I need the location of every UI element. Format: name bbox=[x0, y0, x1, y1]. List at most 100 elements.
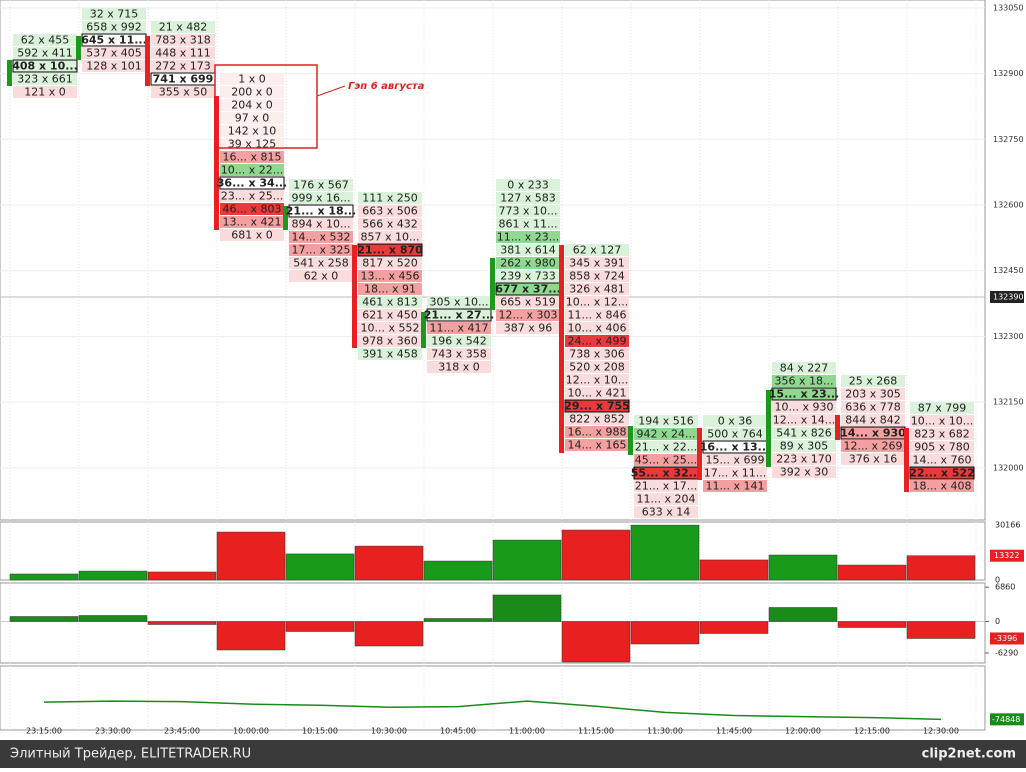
cell-text: 645 x 11... bbox=[81, 34, 147, 47]
cell bbox=[634, 493, 698, 505]
cell-text: 894 x 10... bbox=[292, 218, 351, 231]
cell bbox=[496, 296, 560, 308]
delta-tick-label: -6290 bbox=[995, 648, 1018, 657]
cell bbox=[634, 454, 698, 466]
cell-text: 537 x 405 bbox=[86, 47, 142, 60]
cell bbox=[289, 244, 353, 256]
cell bbox=[909, 466, 975, 480]
cell-text: 10... x 930 bbox=[775, 401, 834, 414]
cell bbox=[220, 86, 284, 98]
cell bbox=[358, 231, 422, 243]
volume-bar bbox=[906, 555, 976, 581]
cell-text: 55... x 32... bbox=[631, 467, 701, 480]
cell bbox=[496, 218, 560, 230]
cell-text: 11... x 204 bbox=[637, 493, 696, 506]
cell-text: 857 x 10... bbox=[361, 231, 420, 244]
volume-bar bbox=[561, 529, 631, 581]
cell-text: 12... x 10... bbox=[566, 374, 628, 387]
cell-text: 121 x 0 bbox=[24, 86, 66, 99]
delta-tick-label: 0 bbox=[995, 617, 1000, 626]
cell bbox=[703, 415, 767, 427]
cell bbox=[219, 176, 285, 190]
delta-tick-label: 6860 bbox=[995, 583, 1015, 592]
volume-bar bbox=[768, 554, 838, 581]
cell bbox=[496, 309, 560, 321]
cell bbox=[496, 231, 560, 243]
cell bbox=[634, 441, 698, 453]
cell bbox=[772, 453, 836, 465]
candle-body bbox=[628, 426, 633, 455]
cell bbox=[220, 125, 284, 137]
cell bbox=[772, 375, 836, 387]
cell-text: 16... x 815 bbox=[223, 151, 282, 164]
cell bbox=[82, 8, 146, 20]
x-tick-label: 23:45:00 bbox=[164, 727, 200, 736]
volume-bar bbox=[492, 539, 562, 581]
cell-text: 305 x 10... bbox=[430, 296, 489, 309]
cell-text: 10... x 22... bbox=[221, 164, 283, 177]
cell-text: 844 x 842 bbox=[845, 414, 901, 427]
cell bbox=[564, 399, 630, 413]
x-tick-label: 23:15:00 bbox=[26, 727, 62, 736]
cell-text: 239 x 733 bbox=[500, 270, 556, 283]
candle-body bbox=[559, 245, 564, 453]
cell bbox=[496, 270, 560, 282]
cell bbox=[358, 205, 422, 217]
volume-bar bbox=[147, 571, 217, 581]
cell-text: 17... x 325 bbox=[292, 244, 351, 257]
cell bbox=[703, 480, 767, 492]
cell-text: 204 x 0 bbox=[231, 99, 273, 112]
cell bbox=[634, 428, 698, 440]
cell bbox=[565, 296, 629, 308]
cell bbox=[151, 47, 215, 59]
cell bbox=[358, 335, 422, 347]
cell-text: 14... x 760 bbox=[913, 454, 972, 467]
x-tick-label: 12:00:00 bbox=[785, 727, 821, 736]
cell-text: 681 x 0 bbox=[231, 229, 273, 242]
last-price-box bbox=[990, 291, 1024, 304]
y-tick-label: 132450 bbox=[993, 266, 1024, 275]
cell-text: 905 x 780 bbox=[914, 441, 970, 454]
cell bbox=[703, 428, 767, 440]
cell bbox=[358, 257, 422, 269]
delta-bar bbox=[492, 594, 562, 622]
cell-text: 200 x 0 bbox=[231, 86, 273, 99]
delta-bar bbox=[354, 621, 424, 647]
cell bbox=[289, 179, 353, 191]
cell bbox=[496, 257, 560, 269]
cell-text: 45... x 25... bbox=[635, 454, 697, 467]
cell-text: 62 x 127 bbox=[573, 244, 622, 257]
delta-bar bbox=[906, 621, 976, 639]
cell bbox=[496, 244, 560, 256]
cell-text: 1 x 0 bbox=[238, 73, 266, 86]
cell bbox=[289, 192, 353, 204]
cell bbox=[772, 427, 836, 439]
cell bbox=[496, 179, 560, 191]
cell-text: 21... x 870 bbox=[357, 244, 423, 257]
cumulative-last-box bbox=[990, 713, 1024, 726]
cell bbox=[496, 205, 560, 217]
cell-text: 18... x 408 bbox=[913, 480, 972, 493]
candle-body bbox=[76, 36, 81, 60]
cell bbox=[12, 59, 78, 73]
cell-text: 32 x 715 bbox=[90, 8, 139, 21]
cell bbox=[358, 270, 422, 282]
x-tick-label: 10:00:00 bbox=[233, 727, 269, 736]
cumulative-line bbox=[43, 700, 942, 721]
cell-text: 633 x 14 bbox=[642, 506, 691, 519]
cell bbox=[358, 283, 422, 295]
cell bbox=[151, 86, 215, 98]
sub-panel bbox=[0, 665, 986, 731]
cell bbox=[565, 348, 629, 360]
cell-text: 29... x 755 bbox=[564, 400, 630, 413]
cell bbox=[289, 257, 353, 269]
cell-text: 62 x 0 bbox=[304, 270, 339, 283]
cell bbox=[220, 229, 284, 241]
cell-text: 823 x 682 bbox=[914, 428, 970, 441]
cell-text: 223 x 170 bbox=[776, 453, 832, 466]
y-tick-label: 132300 bbox=[993, 332, 1024, 341]
x-tick-label: 10:15:00 bbox=[302, 727, 338, 736]
delta-bar bbox=[147, 621, 217, 625]
cell bbox=[358, 296, 422, 308]
